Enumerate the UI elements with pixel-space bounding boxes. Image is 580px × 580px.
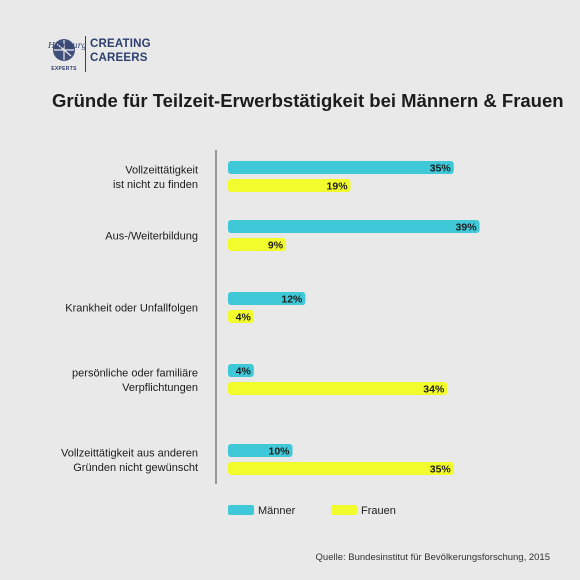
logo-divider: [85, 36, 86, 72]
bar-frauen: [228, 462, 454, 475]
bar-frauen: [228, 238, 287, 251]
bar-maenner: [228, 292, 306, 305]
bar-frauen: [228, 179, 351, 192]
chart-title: Gründe für Teilzeit-Erwerbstätigkeit bei…: [52, 90, 564, 111]
data-label: 35%: [430, 464, 452, 476]
source-note: Quelle: Bundesinstitut für Bevölkerungsf…: [315, 552, 550, 563]
category-label: Vollzeittätigkeit ist nicht zu finden: [113, 164, 198, 191]
data-label: 39%: [456, 222, 478, 234]
category-label-line: Gründen nicht gewünscht: [73, 462, 198, 474]
airplane-emblem-icon: [53, 39, 75, 61]
category-label-line: Aus-/Weiterbildung: [105, 231, 198, 243]
data-label: 19%: [327, 181, 349, 193]
bar-maenner: [228, 444, 293, 457]
category-label-line: persönliche oder familiäre: [72, 367, 198, 379]
data-label: 12%: [281, 294, 303, 306]
category-label: Vollzeittätigkeit aus anderen Gründen nic…: [61, 447, 198, 474]
data-label: 9%: [268, 240, 284, 252]
bar-frauen: [228, 310, 254, 323]
data-label: 34%: [423, 384, 445, 396]
data-label: 35%: [430, 163, 452, 175]
category-label-line: Vollzeittätigkeit aus anderen: [61, 447, 198, 459]
bar-maenner: [228, 161, 454, 174]
data-label: 4%: [236, 312, 252, 324]
category-label-line: Krankheit oder Unfallfolgen: [65, 303, 198, 315]
data-label: 10%: [268, 446, 290, 458]
bar-maenner: [228, 364, 254, 377]
logo-script-text: Hamburg: [48, 41, 87, 50]
legend-label: Frauen: [361, 505, 396, 517]
data-label: 4%: [236, 366, 252, 378]
logo-line-1: CREATING: [90, 38, 151, 50]
category-label-line: ist nicht zu finden: [113, 179, 198, 191]
category-label: Krankheit oder Unfallfolgen: [65, 303, 198, 315]
category-label: Aus-/Weiterbildung: [105, 231, 198, 243]
category-label-line: Verpflichtungen: [122, 382, 198, 394]
logo-line-2: CAREERS: [90, 52, 148, 64]
category-label: persönliche oder familiäre Verpflichtunge…: [72, 367, 198, 394]
legend-swatch-frauen: [331, 505, 357, 515]
bar-frauen: [228, 382, 448, 395]
creating-careers-logo: Hamburg EXPERTS CREATING CAREERS: [48, 34, 151, 78]
bar-maenner: [228, 220, 480, 233]
category-label-line: Vollzeittätigkeit: [125, 164, 198, 176]
legend-label: Männer: [258, 505, 296, 517]
logo-experts-text: EXPERTS: [51, 66, 77, 72]
legend-swatch-maenner: [228, 505, 254, 515]
